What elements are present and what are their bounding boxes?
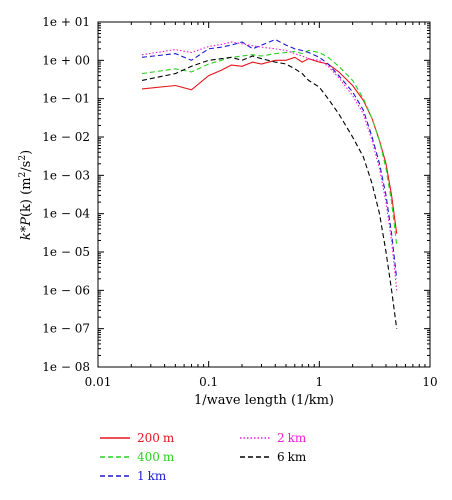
y-tick-label: 1e − 01 bbox=[42, 92, 90, 106]
legend-label-4: 6 km bbox=[277, 450, 307, 464]
y-tick-label: 1e − 04 bbox=[42, 207, 90, 221]
x-tick-label: 0.01 bbox=[85, 375, 112, 389]
y-tick-label: 1e − 02 bbox=[42, 130, 90, 144]
y-tick-label: 1e − 06 bbox=[42, 283, 90, 297]
series-line-4 bbox=[141, 55, 398, 329]
x-tick-label: 10 bbox=[422, 375, 437, 389]
legend-label-unit: km bbox=[148, 469, 167, 483]
series-line-0 bbox=[141, 56, 398, 234]
series-layer bbox=[141, 38, 398, 329]
series-line-3 bbox=[141, 41, 398, 291]
legend-label-0: 200 m bbox=[137, 431, 175, 445]
x-axis: 0.01 0.1 1 10 bbox=[85, 22, 438, 389]
y-tick-label: 1e − 05 bbox=[42, 245, 90, 259]
plot-frame bbox=[97, 21, 431, 368]
x-tick-label: 1 bbox=[316, 375, 324, 389]
legend-label-number: 2 bbox=[277, 431, 285, 445]
y-tick-label: 1e + 00 bbox=[42, 53, 90, 67]
y-axis-title: k*P(k) (m2/s2) bbox=[18, 150, 34, 240]
legend-label-number: 400 bbox=[137, 450, 160, 464]
legend-label-unit: km bbox=[288, 431, 307, 445]
y-axis: 1e + 01 1e + 00 1e − 01 1e − 02 1e − 03 1e − … bbox=[42, 15, 430, 374]
x-tick-label: 0.1 bbox=[199, 375, 218, 389]
legend-label-unit: m bbox=[163, 431, 175, 445]
y-tick-label: 1e − 03 bbox=[42, 168, 90, 182]
legend-label-unit: m bbox=[163, 450, 175, 464]
legend-label-1: 400 m bbox=[137, 450, 175, 464]
legend-label-number: 1 bbox=[137, 469, 145, 483]
legend-label-unit: km bbox=[288, 450, 307, 464]
series-line-2 bbox=[141, 38, 398, 279]
x-axis-title: 1/wave length (1/km) bbox=[194, 393, 334, 408]
y-tick-label: 1e + 01 bbox=[42, 15, 90, 29]
y-tick-label: 1e − 08 bbox=[42, 360, 90, 374]
legend-label-number: 6 bbox=[277, 450, 285, 464]
legend-label-2: 1 km bbox=[137, 469, 167, 483]
legend-label-3: 2 km bbox=[277, 431, 307, 445]
series-line-1 bbox=[141, 49, 398, 246]
legend-label-number: 200 bbox=[137, 431, 160, 445]
y-tick-label: 1e − 07 bbox=[42, 322, 90, 336]
